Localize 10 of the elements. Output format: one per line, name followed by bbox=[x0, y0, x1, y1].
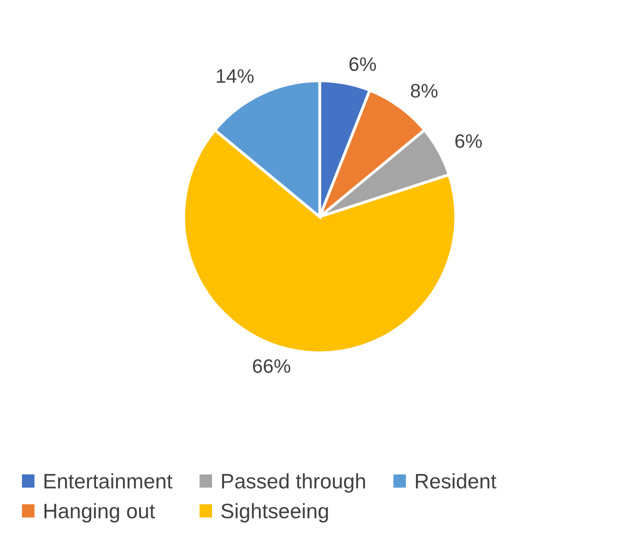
data-label: 6% bbox=[350, 57, 376, 72]
data-label: 14% bbox=[216, 69, 254, 83]
data-label: 6% bbox=[455, 134, 482, 148]
legend-label: Passed through bbox=[222, 473, 365, 493]
legend-label: Sightseeing bbox=[221, 503, 328, 523]
legend-label: Entertainment bbox=[44, 473, 172, 489]
legend-label: Resident bbox=[416, 473, 496, 489]
legend-label: Hanging out bbox=[44, 503, 155, 523]
data-label: 66% bbox=[252, 359, 290, 373]
data-label: 8% bbox=[410, 84, 438, 98]
